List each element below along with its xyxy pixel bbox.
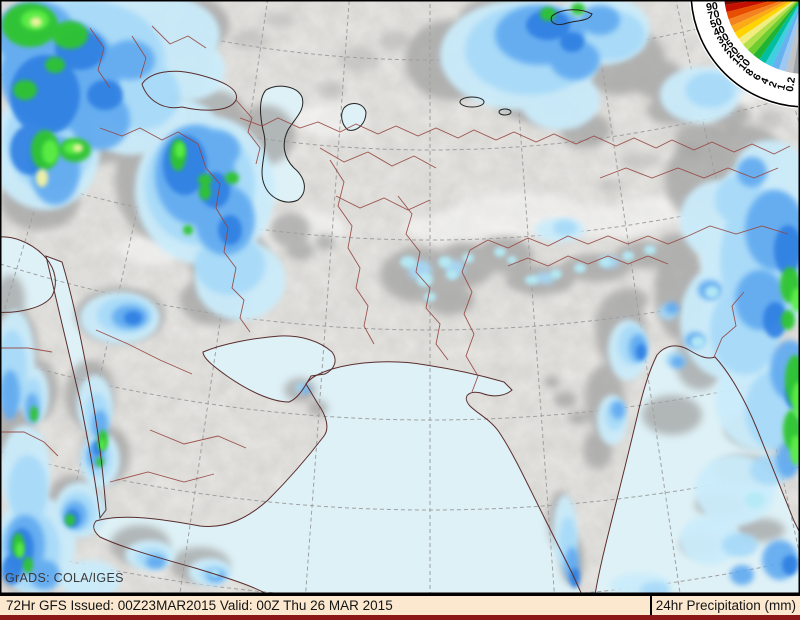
map-area: 90 70 50 40 30 25 20 15 10 8 6 4 2 1 0.2 GrADS: COLA/I…	[0, 0, 800, 594]
legend-level-label: 6	[751, 72, 764, 83]
legend-level-label: 8	[743, 67, 756, 79]
map-frame	[0, 0, 800, 594]
status-bar: 72Hr GFS Issued: 00Z23MAR2015 Valid: 00Z…	[0, 594, 800, 620]
legend-level-label: 30	[715, 31, 731, 47]
legend-level-label: 70	[707, 8, 721, 23]
legend-level-label: 40	[712, 23, 728, 39]
grads-credit-label: GrADS: COLA/IGES	[5, 571, 124, 585]
precipitation-shading	[0, 0, 800, 594]
legend-level-label: 1	[775, 83, 788, 92]
country-borders	[0, 25, 791, 483]
legend-level-label: 50	[709, 16, 724, 31]
legend-level-label: 90	[705, 0, 719, 14]
forecast-issued-valid-text: 72Hr GFS Issued: 00Z23MAR2015 Valid: 00Z…	[6, 598, 393, 613]
legend-level-label: 0.2	[784, 76, 798, 92]
lake-outlines	[260, 9, 593, 203]
legend-level-label: 2	[767, 80, 780, 90]
product-name-text: 24hr Precipitation (mm)	[649, 596, 800, 615]
coastlines	[0, 70, 800, 594]
legend-level-label: 4	[758, 76, 771, 86]
